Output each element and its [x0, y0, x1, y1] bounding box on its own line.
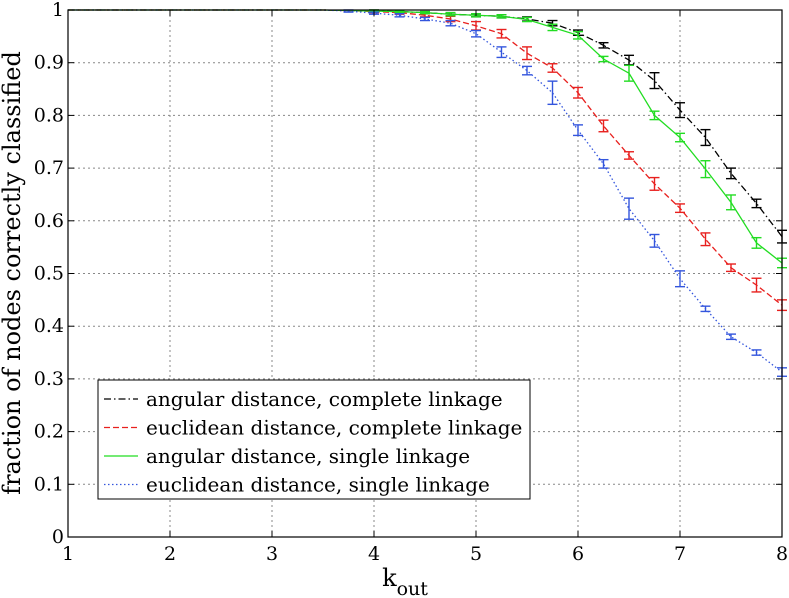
error-bar	[726, 167, 736, 180]
y-axis-title: fraction of nodes correctly classified	[0, 51, 26, 495]
error-bar	[649, 176, 660, 191]
error-bar	[420, 16, 430, 22]
error-bar	[726, 194, 736, 211]
error-bar	[420, 10, 430, 15]
error-bar	[496, 14, 507, 19]
error-bar	[726, 333, 736, 341]
legend-entry-4: euclidean distance, single linkage	[104, 473, 490, 497]
x-tick-label: 4	[368, 543, 380, 565]
x-tick-label: 2	[164, 543, 176, 565]
error-bar	[522, 16, 532, 23]
error-bar	[675, 270, 685, 288]
error-bar	[598, 55, 609, 63]
legend-entry-2: euclidean distance, complete linkage	[104, 416, 522, 440]
error-bar	[675, 102, 685, 119]
error-bar	[700, 128, 711, 147]
error-bar	[573, 86, 583, 99]
error-bar	[496, 46, 507, 59]
error-bar	[624, 64, 634, 82]
x-tick-label: 6	[572, 543, 584, 565]
error-bar	[394, 12, 405, 18]
error-bar	[445, 11, 456, 17]
x-axis-title: kout	[382, 564, 428, 598]
x-axis: 1 2 3 4 5 6 7 8	[62, 10, 788, 565]
y-tick-label: 0	[52, 526, 64, 548]
y-tick-label: 0.7	[34, 157, 64, 179]
legend-box	[97, 379, 531, 500]
x-tick-label: 3	[266, 543, 278, 565]
error-bar	[573, 124, 583, 137]
legend-label: euclidean distance, complete linkage	[146, 416, 522, 440]
x-tick-label: 5	[470, 543, 482, 565]
error-bar	[751, 236, 762, 249]
y-tick-label: 0.3	[34, 368, 64, 390]
error-bar	[598, 119, 609, 133]
error-bar	[700, 305, 711, 313]
y-tick-label: 1	[52, 0, 64, 21]
error-bar	[598, 158, 609, 169]
error-bar	[649, 110, 660, 121]
error-bar	[751, 277, 762, 293]
error-bar	[522, 65, 532, 76]
error-bar	[471, 29, 481, 38]
x-tick-label: 8	[776, 543, 788, 565]
error-bar	[496, 28, 507, 39]
error-bar	[445, 19, 456, 27]
y-tick-label: 0.5	[34, 263, 64, 285]
y-tick-label: 0.2	[34, 421, 64, 443]
x-axis-title-sub: out	[397, 578, 429, 598]
error-bar	[649, 233, 660, 248]
error-bar	[573, 30, 583, 40]
error-bar	[751, 349, 762, 356]
error-bar	[700, 232, 711, 247]
y-tick-label: 0.8	[34, 104, 64, 126]
error-bar	[547, 63, 558, 73]
error-bar	[675, 203, 685, 214]
legend-entry-1: angular distance, complete linkage	[104, 387, 503, 411]
error-bar	[624, 151, 634, 160]
error-bar	[649, 72, 660, 90]
error-bar	[675, 132, 685, 143]
y-tick-label: 0.4	[34, 315, 64, 337]
error-bar	[598, 41, 609, 49]
error-bar	[522, 46, 532, 61]
y-tick-label: 0.6	[34, 210, 64, 232]
y-tick-label: 0.9	[34, 52, 64, 74]
error-bar	[547, 23, 558, 32]
error-bar	[751, 198, 762, 209]
x-axis-title-main: k	[382, 564, 397, 592]
y-tick-label: 0.1	[34, 473, 64, 495]
legend-label: angular distance, complete linkage	[146, 387, 503, 411]
y-axis: 0 0.1 0.2 0.3 0.4 0.5 0.6 0.7 0.8 0.9 1	[34, 0, 782, 548]
legend-entry-3: angular distance, single linkage	[104, 444, 470, 468]
error-bar	[726, 263, 736, 273]
legend-label: angular distance, single linkage	[146, 444, 470, 468]
legend-label: euclidean distance, single linkage	[146, 473, 490, 497]
error-bar	[624, 197, 634, 220]
x-tick-label: 1	[62, 543, 74, 565]
x-tick-label: 7	[674, 543, 686, 565]
error-bar	[700, 160, 711, 179]
legend: angular distance, complete linkage euclid…	[97, 379, 531, 500]
error-bar	[547, 80, 558, 106]
